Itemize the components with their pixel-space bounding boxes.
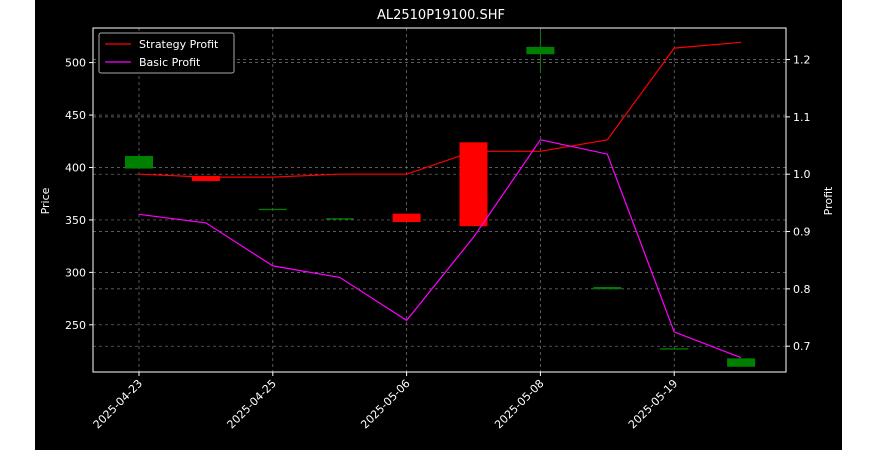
legend-label-basic: Basic Profit bbox=[139, 56, 201, 69]
y-axis-left-label: Price bbox=[39, 187, 52, 214]
right-tick-label: 0.9 bbox=[793, 226, 811, 239]
left-tick-label: 400 bbox=[65, 161, 86, 174]
right-tick-label: 1.0 bbox=[793, 168, 811, 181]
chart-figure: AL2510P19100.SHF 250 300 350 400 450 500 0.7 0.… bbox=[35, 0, 842, 450]
right-tick-label: 1.2 bbox=[793, 54, 811, 67]
candle-body bbox=[258, 208, 287, 211]
right-tick-label: 0.7 bbox=[793, 340, 811, 353]
y-axis-right-label: Profit bbox=[822, 186, 835, 215]
candle-body bbox=[191, 175, 220, 182]
candle-body bbox=[727, 358, 756, 367]
candle-body bbox=[125, 155, 153, 169]
legend-box bbox=[98, 32, 235, 74]
plot-frame bbox=[92, 27, 787, 373]
x-tick-label: 2025-05-08 bbox=[492, 377, 546, 431]
right-tick-label: 0.8 bbox=[793, 283, 811, 296]
series-line-strategy-profit bbox=[138, 41, 742, 178]
chart-title: AL2510P19100.SHF bbox=[377, 8, 505, 23]
x-tick-label: 2025-04-23 bbox=[91, 377, 145, 431]
chart-svg: AL2510P19100.SHF 250 300 350 400 450 500 0.7 0.… bbox=[39, 8, 835, 431]
right-tick-label: 1.1 bbox=[793, 111, 811, 124]
legend: Strategy Profit Basic Profit bbox=[98, 32, 235, 74]
left-tick-label: 450 bbox=[65, 109, 86, 122]
x-tick-label: 2025-04-25 bbox=[225, 377, 279, 431]
candle-body bbox=[593, 287, 622, 290]
candle-body bbox=[325, 218, 354, 220]
legend-label-strategy: Strategy Profit bbox=[139, 38, 219, 51]
series-line-basic-profit bbox=[138, 139, 742, 359]
left-tick-label: 350 bbox=[65, 214, 86, 227]
left-tick-label: 300 bbox=[65, 266, 86, 279]
x-tick-label: 2025-05-06 bbox=[358, 377, 412, 431]
candle-body bbox=[526, 46, 555, 55]
candle-body bbox=[660, 348, 689, 350]
left-tick-label: 250 bbox=[65, 319, 86, 332]
candle-body bbox=[392, 213, 421, 223]
candle-body bbox=[459, 142, 488, 227]
left-tick-label: 500 bbox=[65, 57, 86, 70]
x-tick-label: 2025-05-19 bbox=[626, 377, 680, 431]
